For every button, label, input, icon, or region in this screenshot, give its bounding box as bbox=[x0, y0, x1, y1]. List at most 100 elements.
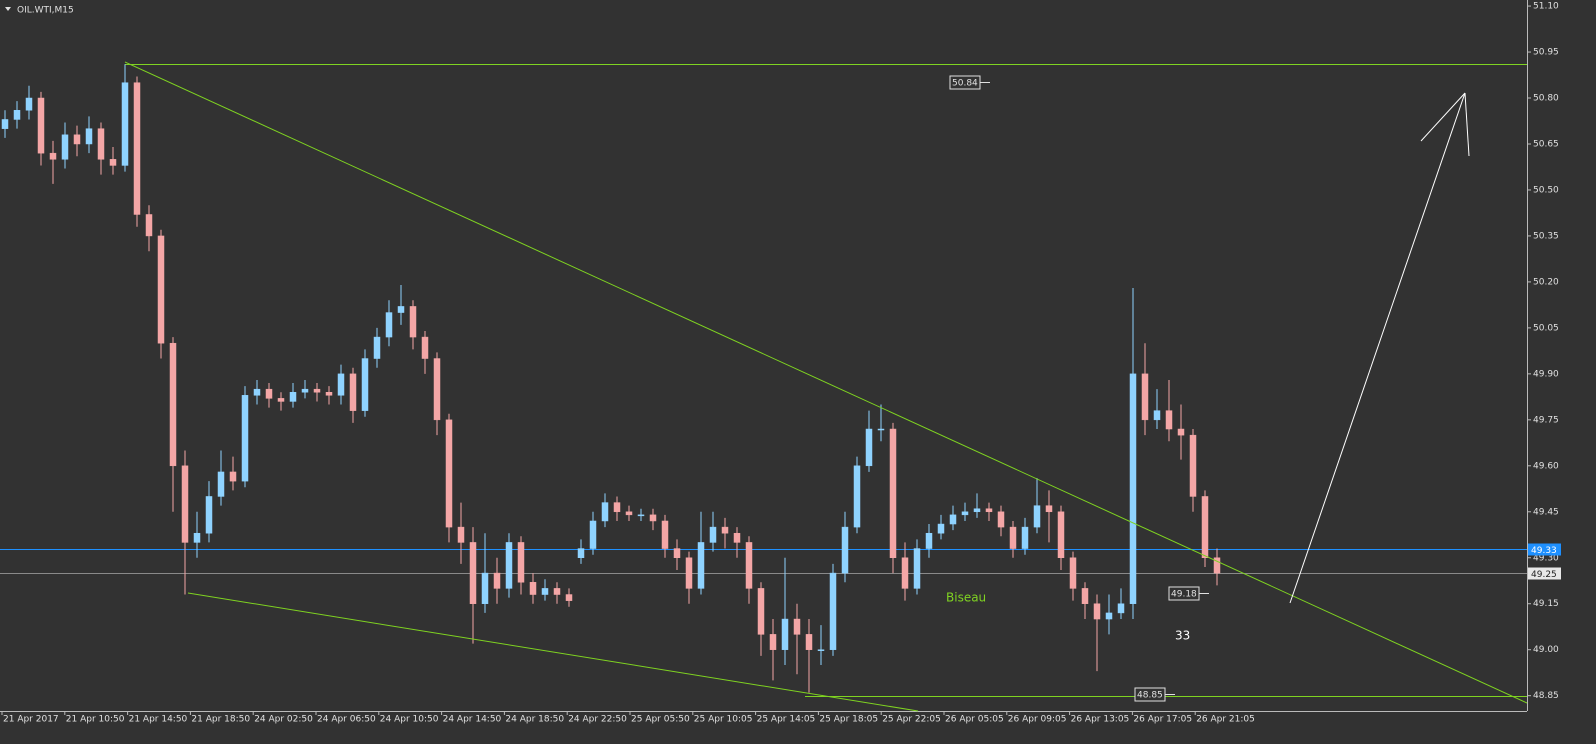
candle-body bbox=[373, 336, 381, 359]
candle-body bbox=[889, 428, 897, 559]
arrow-head bbox=[1420, 92, 1466, 142]
candle-body bbox=[1105, 612, 1113, 620]
x-tick-label: 24 Apr 18:50 bbox=[505, 715, 564, 725]
x-tick-label: 25 Apr 10:05 bbox=[694, 715, 753, 725]
candle-body bbox=[517, 542, 525, 583]
x-tick-label: 21 Apr 10:50 bbox=[66, 715, 125, 725]
candle-body bbox=[61, 134, 69, 160]
candle-body bbox=[1069, 557, 1077, 589]
candle-body bbox=[541, 588, 549, 595]
y-tick-label: 50.20 bbox=[1533, 277, 1559, 287]
candle-body bbox=[553, 588, 561, 595]
candle-body bbox=[1057, 511, 1065, 559]
upper-trendline bbox=[124, 61, 1528, 704]
candle-body bbox=[1141, 373, 1149, 421]
plot bbox=[0, 64, 1527, 697]
x-tick-label: 21 Apr 2017 bbox=[3, 715, 59, 725]
candle-body bbox=[805, 634, 813, 650]
candle-body bbox=[1189, 434, 1197, 497]
y-tick-label: 51.10 bbox=[1533, 2, 1559, 12]
x-tick-label: 26 Apr 05:05 bbox=[945, 715, 1004, 725]
x-tick-label: 26 Apr 21:05 bbox=[1196, 715, 1255, 725]
candle-body bbox=[505, 542, 513, 589]
arrow-shaft bbox=[1289, 92, 1466, 604]
candle-body bbox=[985, 508, 993, 513]
candle-body bbox=[625, 511, 633, 516]
x-tick-label: 21 Apr 14:50 bbox=[129, 715, 188, 725]
price-box-label: 50.84 bbox=[952, 79, 978, 89]
price-tag bbox=[1528, 567, 1561, 580]
candle-body bbox=[781, 618, 789, 650]
candle-body bbox=[109, 159, 117, 166]
candle-body bbox=[565, 594, 573, 601]
candle-body bbox=[1081, 588, 1089, 604]
candle-body bbox=[577, 548, 585, 559]
candle-body bbox=[841, 526, 849, 574]
candle-body bbox=[745, 542, 753, 589]
candle-body bbox=[1153, 410, 1161, 421]
y-tick-label: 49.15 bbox=[1533, 599, 1559, 609]
candle-body bbox=[949, 514, 957, 525]
candle-body bbox=[661, 520, 669, 549]
candle-body bbox=[913, 548, 921, 589]
arrow-head bbox=[1464, 92, 1470, 157]
y-tick-label: 49.60 bbox=[1533, 461, 1559, 471]
candle-body bbox=[1165, 410, 1173, 430]
candle-body bbox=[409, 306, 417, 338]
candle-body bbox=[733, 532, 741, 543]
candle-body bbox=[709, 526, 717, 543]
candle-body bbox=[25, 97, 33, 111]
price-box-label: 49.18 bbox=[1171, 590, 1197, 600]
count-label: 33 bbox=[1175, 629, 1190, 643]
candle-body bbox=[277, 398, 285, 402]
candle-body bbox=[37, 97, 45, 154]
candle-body bbox=[829, 572, 837, 650]
candle-body bbox=[865, 428, 873, 467]
candle-body bbox=[385, 312, 393, 338]
price-tag-label: 49.25 bbox=[1531, 570, 1557, 580]
lower-trendline bbox=[187, 592, 919, 712]
y-tick-label: 49.90 bbox=[1533, 369, 1559, 379]
x-tick-label: 25 Apr 18:05 bbox=[819, 715, 878, 725]
candle-body bbox=[1213, 557, 1221, 574]
x-tick-label: 25 Apr 05:50 bbox=[631, 715, 690, 725]
candle-body bbox=[421, 336, 429, 359]
candle-body bbox=[1, 119, 9, 129]
y-tick-label: 49.30 bbox=[1533, 553, 1559, 563]
y-tick-label: 48.85 bbox=[1533, 691, 1559, 701]
candle-body bbox=[613, 502, 621, 513]
candle-body bbox=[265, 388, 273, 399]
price-tag-label: 49.33 bbox=[1531, 546, 1557, 556]
pattern-label: Biseau bbox=[946, 591, 986, 605]
candle-body bbox=[481, 572, 489, 604]
candle-body bbox=[1201, 496, 1209, 559]
x-tick-label: 24 Apr 22:50 bbox=[568, 715, 627, 725]
price-box-label: 48.85 bbox=[1137, 691, 1163, 701]
candle-body bbox=[1033, 505, 1041, 528]
candle-body bbox=[1177, 428, 1185, 436]
y-tick-label: 50.95 bbox=[1533, 48, 1559, 58]
x-tick-label: 26 Apr 09:05 bbox=[1008, 715, 1067, 725]
y-tick-label: 50.50 bbox=[1533, 185, 1559, 195]
candle-body bbox=[853, 465, 861, 528]
candle-body bbox=[757, 588, 765, 635]
menu-triangle[interactable] bbox=[5, 7, 11, 11]
candle-body bbox=[97, 128, 105, 160]
candle-body bbox=[205, 496, 213, 534]
x-tick-label: 24 Apr 14:50 bbox=[443, 715, 502, 725]
candle-body bbox=[121, 82, 129, 166]
y-tick-label: 49.45 bbox=[1533, 507, 1559, 517]
y-tick-label: 50.35 bbox=[1533, 231, 1559, 241]
x-tick-label: 26 Apr 13:05 bbox=[1071, 715, 1130, 725]
candle-body bbox=[1045, 505, 1053, 513]
y-tick-label: 50.65 bbox=[1533, 139, 1559, 149]
candle-body bbox=[349, 373, 357, 411]
candle-body bbox=[169, 342, 177, 467]
candle-body bbox=[145, 214, 153, 237]
x-tick-label: 21 Apr 18:50 bbox=[191, 715, 250, 725]
candle-body bbox=[1021, 526, 1029, 549]
candle-body bbox=[337, 373, 345, 396]
candle-body bbox=[181, 465, 189, 543]
candle-body bbox=[901, 557, 909, 589]
candle-body bbox=[241, 395, 249, 482]
